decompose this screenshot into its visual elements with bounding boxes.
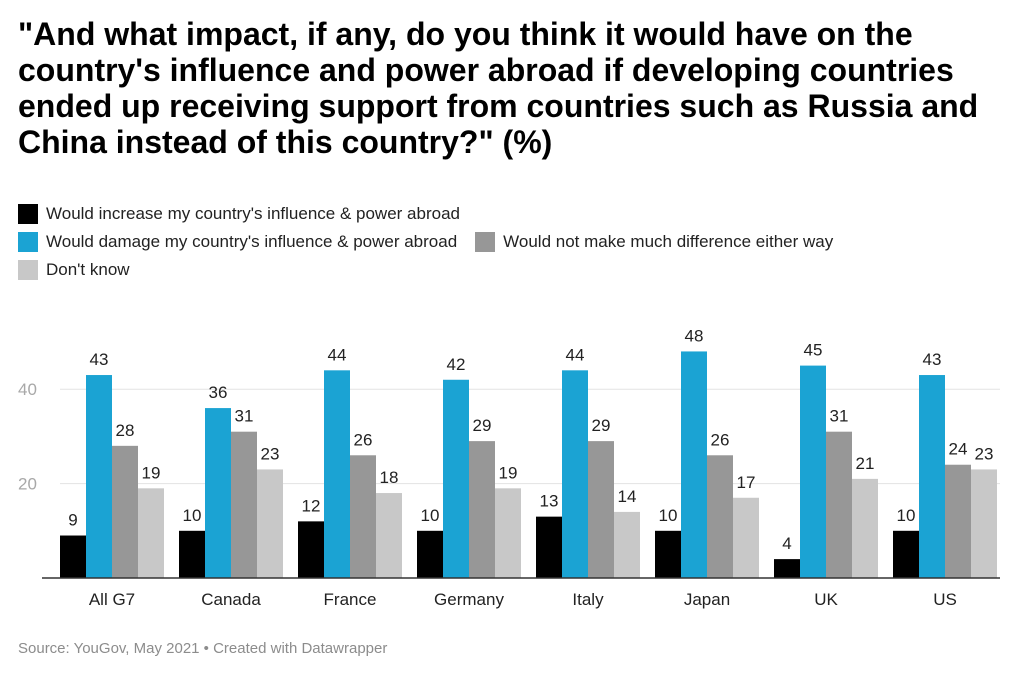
bar-canada-series-2 xyxy=(231,431,257,578)
bar-germany-series-1 xyxy=(443,379,469,578)
legend-swatch-dont-know xyxy=(18,260,38,280)
bar-france-series-1 xyxy=(324,370,350,578)
y-tick-label-40: 40 xyxy=(18,380,37,399)
value-label-italy-series-3: 14 xyxy=(618,487,637,506)
legend-item-no-difference: Would not make much difference either wa… xyxy=(475,232,833,252)
value-label-japan-series-3: 17 xyxy=(737,473,756,492)
value-label-japan-series-0: 10 xyxy=(659,506,678,525)
bar-germany-series-2 xyxy=(469,441,495,578)
x-tick-label-us: US xyxy=(933,590,957,609)
value-label-france-series-2: 26 xyxy=(354,430,373,449)
bar-france-series-0 xyxy=(298,521,324,578)
bar-canada-series-0 xyxy=(179,530,205,578)
value-label-germany-series-3: 19 xyxy=(499,463,518,482)
value-label-uk-series-2: 31 xyxy=(830,407,849,426)
bar-italy-series-0 xyxy=(536,516,562,578)
x-tick-label-uk: UK xyxy=(814,590,838,609)
value-label-all-g7-series-2: 28 xyxy=(116,421,135,440)
legend-item-increase: Would increase my country's influence & … xyxy=(18,204,460,224)
bar-uk-series-3 xyxy=(852,478,878,578)
legend-item-damage: Would damage my country's influence & po… xyxy=(18,232,457,252)
chart-title: "And what impact, if any, do you think i… xyxy=(18,16,979,160)
value-label-us-series-0: 10 xyxy=(897,506,916,525)
x-tick-label-all-g7: All G7 xyxy=(89,590,135,609)
bar-japan-series-2 xyxy=(707,455,733,578)
y-tick-label-20: 20 xyxy=(18,475,37,494)
value-label-uk-series-0: 4 xyxy=(782,534,791,553)
bar-all-g7-series-2 xyxy=(112,445,138,578)
bar-france-series-2 xyxy=(350,455,376,578)
value-label-uk-series-3: 21 xyxy=(856,454,875,473)
bar-japan-series-0 xyxy=(655,530,681,578)
value-label-france-series-3: 18 xyxy=(380,468,399,487)
value-label-us-series-1: 43 xyxy=(923,350,942,369)
bar-uk-series-2 xyxy=(826,431,852,578)
value-label-germany-series-0: 10 xyxy=(421,506,440,525)
bar-us-series-2 xyxy=(945,464,971,578)
value-label-germany-series-2: 29 xyxy=(473,416,492,435)
bar-germany-series-0 xyxy=(417,530,443,578)
bar-germany-series-3 xyxy=(495,488,521,578)
legend-row-1: Would increase my country's influence & … xyxy=(18,200,1008,228)
value-label-all-g7-series-3: 19 xyxy=(142,463,161,482)
bar-uk-series-0 xyxy=(774,559,800,578)
bar-us-series-1 xyxy=(919,375,945,578)
bar-japan-series-1 xyxy=(681,351,707,578)
bar-all-g7-series-1 xyxy=(86,375,112,578)
bar-canada-series-3 xyxy=(257,469,283,578)
value-label-italy-series-2: 29 xyxy=(592,416,611,435)
value-label-all-g7-series-0: 9 xyxy=(68,511,77,530)
x-tick-label-france: France xyxy=(324,590,377,609)
bar-us-series-3 xyxy=(971,469,997,578)
bar-japan-series-3 xyxy=(733,497,759,578)
bar-italy-series-2 xyxy=(588,441,614,578)
bar-france-series-3 xyxy=(376,493,402,578)
legend-swatch-increase xyxy=(18,204,38,224)
value-label-france-series-0: 12 xyxy=(302,496,321,515)
x-tick-label-canada: Canada xyxy=(201,590,261,609)
value-label-canada-series-2: 31 xyxy=(235,407,254,426)
x-tick-label-japan: Japan xyxy=(684,590,730,609)
x-tick-label-italy: Italy xyxy=(572,590,604,609)
bar-italy-series-3 xyxy=(614,511,640,578)
value-label-all-g7-series-1: 43 xyxy=(90,350,109,369)
legend-item-dont-know: Don't know xyxy=(18,260,130,280)
bar-chart: 20 40 9 43 28 19 All G7 10 36 31 23 Canada 12 44 26 18 F… xyxy=(18,326,1000,609)
value-label-germany-series-1: 42 xyxy=(447,355,466,374)
bar-canada-series-1 xyxy=(205,408,231,578)
legend-label-increase: Would increase my country's influence & … xyxy=(46,204,460,223)
legend-row-3: Don't know xyxy=(18,256,1008,284)
value-label-us-series-2: 24 xyxy=(949,440,968,459)
value-label-canada-series-3: 23 xyxy=(261,444,280,463)
value-label-canada-series-1: 36 xyxy=(209,383,228,402)
bar-us-series-0 xyxy=(893,530,919,578)
legend-label-dont-know: Don't know xyxy=(46,260,130,279)
legend-label-no-difference: Would not make much difference either wa… xyxy=(503,232,834,251)
value-label-us-series-3: 23 xyxy=(975,444,994,463)
chart-legend: Would increase my country's influence & … xyxy=(18,200,1008,284)
bar-all-g7-series-3 xyxy=(138,488,164,578)
value-label-japan-series-2: 26 xyxy=(711,430,730,449)
legend-label-damage: Would damage my country's influence & po… xyxy=(46,232,458,251)
value-label-italy-series-0: 13 xyxy=(540,492,559,511)
value-label-italy-series-1: 44 xyxy=(566,345,585,364)
value-label-japan-series-1: 48 xyxy=(685,326,704,345)
legend-swatch-no-difference xyxy=(475,232,496,252)
legend-row-2: Would damage my country's influence & po… xyxy=(18,228,1008,256)
bar-all-g7-series-0 xyxy=(60,535,86,578)
value-label-canada-series-0: 10 xyxy=(183,506,202,525)
legend-swatch-damage xyxy=(18,232,38,252)
bar-uk-series-1 xyxy=(800,365,826,578)
x-tick-label-germany: Germany xyxy=(434,590,504,609)
source-note: Source: YouGov, May 2021 • Created with … xyxy=(18,640,388,657)
bar-italy-series-1 xyxy=(562,370,588,578)
value-label-france-series-1: 44 xyxy=(328,345,347,364)
value-label-uk-series-1: 45 xyxy=(804,341,823,360)
